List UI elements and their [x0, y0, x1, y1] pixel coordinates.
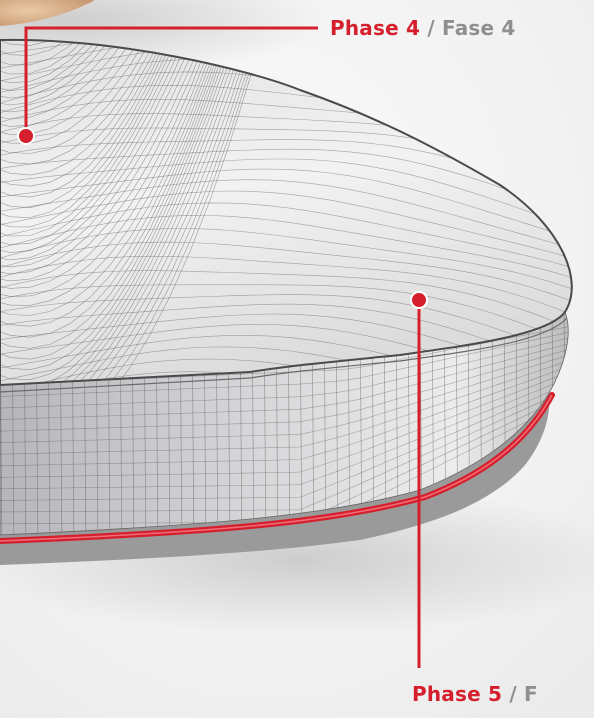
- side-mesh-band: [0, 394, 569, 535]
- top-mesh-line: [0, 158, 572, 234]
- side-mesh-band: [0, 335, 569, 409]
- top-mesh-line: [0, 190, 572, 264]
- top-mesh-line: [0, 39, 572, 327]
- top-mesh-line: [0, 39, 572, 91]
- top-mesh-line: [0, 294, 572, 365]
- insole-model: [0, 38, 573, 565]
- phase-4-text: Phase 4: [330, 16, 421, 40]
- top-mesh-line: [0, 202, 572, 274]
- side-mesh-band: [0, 378, 569, 501]
- top-mesh-line: [0, 39, 572, 113]
- insole-bottom-rim: [0, 395, 550, 565]
- top-mesh-line: [0, 39, 572, 209]
- top-mesh-line: [0, 255, 572, 323]
- top-mesh-line: [0, 270, 572, 337]
- phase-5-separator: /: [509, 682, 517, 706]
- top-mesh-line: [0, 39, 572, 386]
- foot-sliver: [0, 0, 95, 26]
- top-mesh-line: [0, 39, 572, 106]
- leader-lines: [17, 26, 428, 668]
- top-mesh-line: [0, 179, 572, 254]
- top-mesh-line: [0, 39, 572, 135]
- top-mesh-line: [0, 39, 572, 268]
- top-mesh-line: [0, 39, 572, 253]
- top-mesh-line: [0, 39, 572, 176]
- top-mesh-line: [0, 284, 572, 352]
- top-mesh-line: [0, 39, 572, 237]
- top-surface-mesh: [0, 39, 572, 386]
- top-mesh-line: [0, 39, 572, 316]
- top-mesh-line: [0, 39, 572, 99]
- top-mesh-line: [0, 39, 572, 349]
- top-mesh-line: [0, 39, 572, 198]
- top-mesh-line: [0, 39, 572, 165]
- top-mesh-line: [0, 39, 572, 275]
- top-mesh-line: [0, 215, 572, 284]
- top-mesh-line: [0, 39, 572, 371]
- top-mesh-line: [0, 39, 572, 386]
- side-mesh-band: [0, 345, 569, 432]
- top-mesh-line: [0, 241, 572, 309]
- top-mesh-line: [0, 39, 572, 289]
- top-mesh-line: [0, 39, 572, 386]
- insole-top-outline: [0, 38, 573, 387]
- side-mesh-band: [0, 367, 569, 478]
- phase-4-label: Phase 4 / Fase 4: [330, 16, 516, 40]
- side-mesh-band: [0, 356, 569, 455]
- phase-4-leader-line: [24, 26, 318, 136]
- side-mesh-band: [0, 340, 569, 420]
- red-sole-layer-highlight: [0, 394, 553, 542]
- side-mesh-band: [0, 383, 569, 513]
- insole-lip-line: [0, 317, 568, 393]
- phase-5-text: Phase 5: [412, 682, 503, 706]
- top-mesh-line: [0, 39, 572, 381]
- phase-5-marker-dot: [410, 291, 428, 309]
- side-mesh-band: [0, 351, 569, 443]
- side-mesh-band: [0, 329, 569, 397]
- top-mesh-line: [0, 346, 572, 386]
- top-mesh-line: [0, 39, 572, 360]
- top-mesh-line: [0, 39, 572, 338]
- top-mesh-line: [0, 39, 572, 228]
- top-mesh-line: [0, 39, 572, 144]
- phase-5-label: Phase 5 / F: [412, 682, 538, 706]
- side-mesh-band: [0, 373, 569, 490]
- top-mesh-line: [0, 358, 572, 386]
- top-mesh-line: [0, 148, 572, 222]
- fase-4-text: Fase 4: [442, 16, 516, 40]
- top-mesh-line: [0, 39, 572, 187]
- top-mesh-line: [0, 228, 572, 296]
- top-mesh-line: [0, 39, 572, 282]
- top-mesh-line: [0, 39, 572, 246]
- top-mesh-line: [0, 168, 572, 245]
- top-mesh-line: [0, 39, 572, 386]
- side-mesh-band: [0, 362, 569, 467]
- top-mesh-line: [0, 39, 572, 218]
- top-mesh-line: [0, 39, 572, 154]
- phase-4-marker-dot: [17, 127, 35, 145]
- phase-4-separator: /: [427, 16, 435, 40]
- top-mesh-line: [0, 39, 572, 386]
- top-mesh-line: [0, 39, 572, 297]
- fase-5-text: F: [524, 682, 538, 706]
- top-mesh-line: [0, 39, 572, 306]
